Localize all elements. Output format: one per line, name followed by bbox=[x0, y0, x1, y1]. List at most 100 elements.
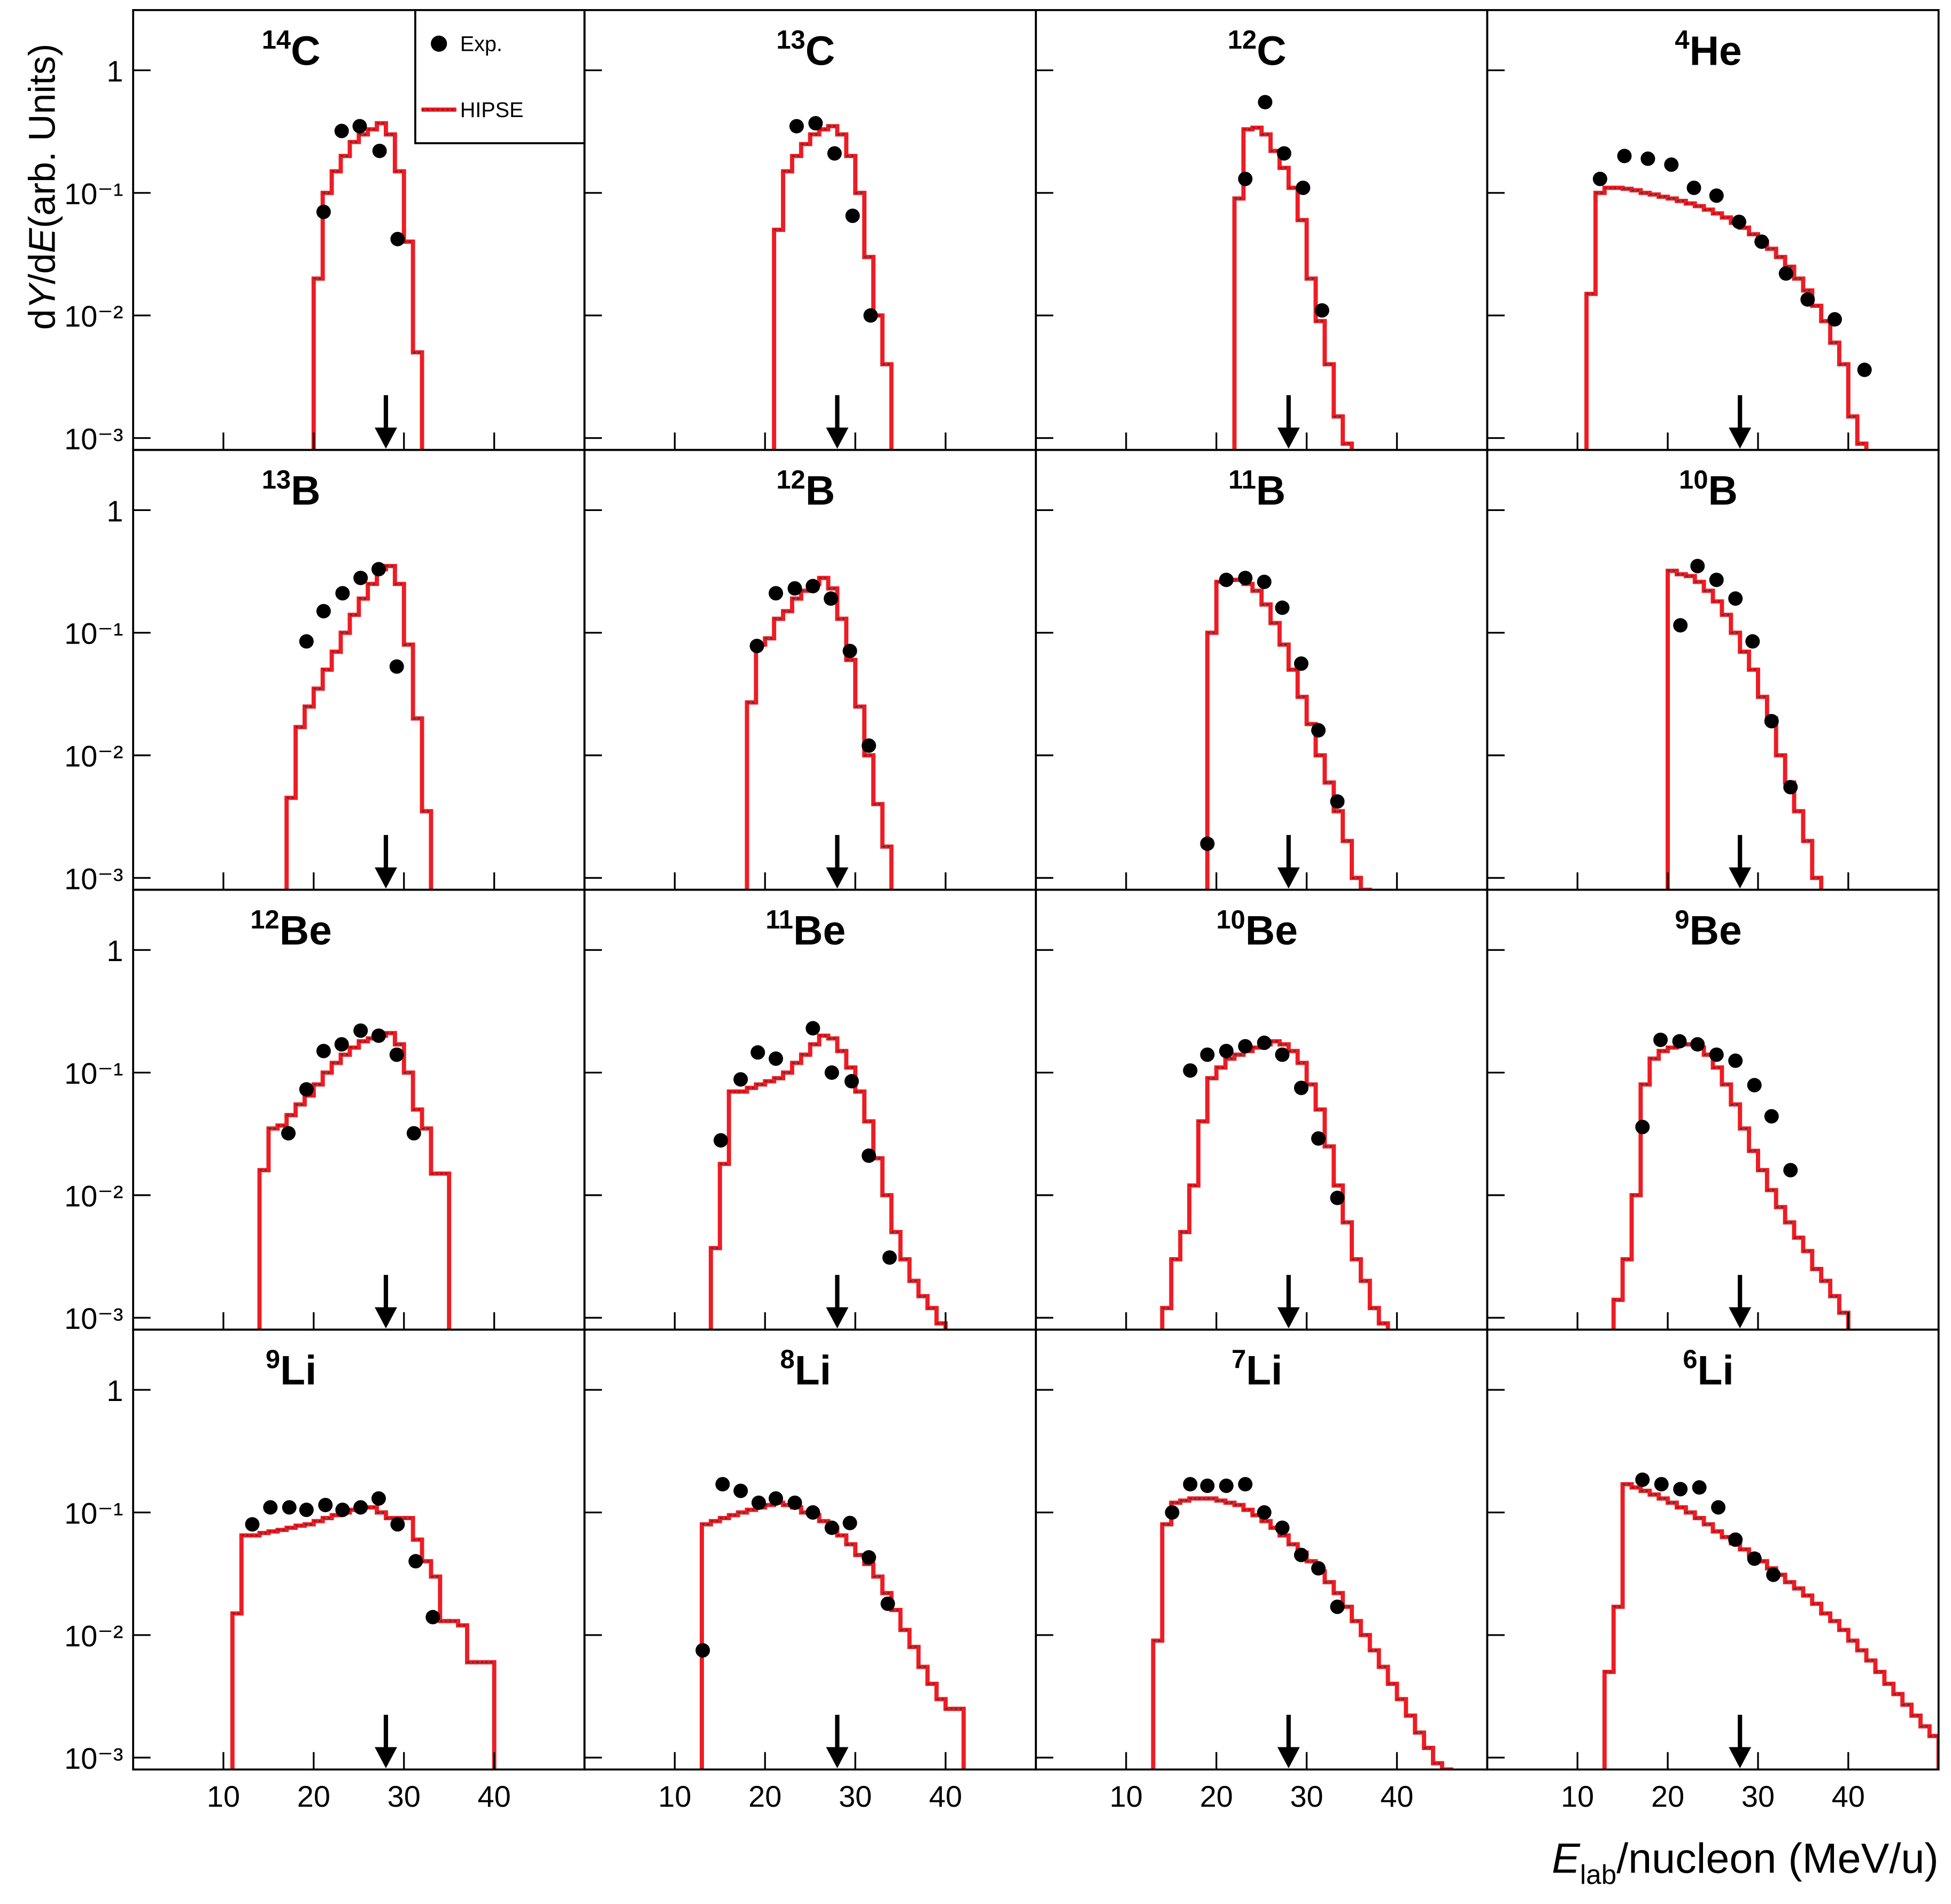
x-tick-label: 40 bbox=[478, 1779, 511, 1813]
exp-point bbox=[1711, 1500, 1726, 1515]
exp-point bbox=[371, 1491, 386, 1506]
arrow-head bbox=[1729, 867, 1752, 889]
isotope-mass: 8 bbox=[780, 1345, 795, 1374]
exp-point bbox=[1219, 572, 1234, 587]
exp-point bbox=[733, 1483, 748, 1498]
exp-point bbox=[1664, 157, 1679, 172]
x-label-part: lab bbox=[1580, 1860, 1616, 1890]
exp-point bbox=[806, 1505, 820, 1520]
exp-point bbox=[1709, 188, 1724, 203]
isotope-symbol: C bbox=[1257, 28, 1286, 74]
y-tick-label: 10⁻² bbox=[64, 1619, 123, 1653]
exp-point bbox=[827, 146, 842, 161]
isotope-mass: 12 bbox=[1228, 26, 1257, 55]
panel-frame bbox=[583, 1328, 1037, 1771]
panel-title: 11Be bbox=[765, 905, 846, 954]
exp-point bbox=[1828, 312, 1842, 327]
exp-point bbox=[733, 1072, 748, 1087]
y-tick-label: 10⁻³ bbox=[64, 1742, 123, 1775]
exp-point bbox=[1673, 618, 1688, 633]
isotope-symbol: Be bbox=[1245, 908, 1298, 954]
isotope-symbol: C bbox=[806, 28, 835, 74]
exp-point bbox=[1183, 1477, 1198, 1492]
x-axis-label: Elab/nucleon (MeV/u) bbox=[1552, 1835, 1939, 1890]
exp-point bbox=[425, 1609, 440, 1624]
isotope-symbol: B bbox=[806, 468, 835, 514]
exp-point bbox=[389, 659, 404, 674]
panel-plot-area bbox=[284, 562, 433, 890]
isotope-mass: 10 bbox=[1679, 466, 1708, 494]
isotope-mass: 10 bbox=[1216, 905, 1245, 934]
panel-title: 10Be bbox=[1216, 905, 1298, 954]
x-tick-label: 10 bbox=[1561, 1779, 1594, 1813]
isotope-mass: 9 bbox=[1675, 905, 1689, 934]
x-tick-label: 30 bbox=[1290, 1779, 1323, 1813]
exp-point bbox=[1200, 836, 1215, 851]
exp-point bbox=[808, 116, 823, 131]
panel-title: 6Li bbox=[1683, 1345, 1733, 1394]
exp-point bbox=[1690, 1037, 1705, 1052]
y-tick-label: 10⁻³ bbox=[64, 422, 123, 455]
panel-frame bbox=[1035, 888, 1489, 1331]
x-tick-label: 10 bbox=[1110, 1779, 1143, 1813]
exp-point bbox=[824, 591, 839, 606]
panel-frame bbox=[1486, 888, 1940, 1331]
exp-point bbox=[334, 123, 349, 138]
isotope-symbol: He bbox=[1690, 28, 1742, 74]
panel-title: 9Be bbox=[1675, 905, 1741, 954]
panel-title: 12Be bbox=[250, 905, 332, 954]
exp-point bbox=[353, 1023, 368, 1038]
exp-point bbox=[334, 1037, 349, 1052]
y-axis-label: dY/dE(arb. Units) bbox=[21, 44, 63, 330]
exp-point bbox=[749, 638, 764, 653]
arrow-head bbox=[374, 427, 397, 449]
panel-title: 14C bbox=[262, 26, 321, 74]
y-tick-label: 10⁻¹ bbox=[64, 1057, 123, 1090]
exp-point bbox=[390, 1517, 405, 1532]
exp-point bbox=[1653, 1032, 1668, 1047]
exp-point bbox=[1654, 1477, 1669, 1492]
x-tick-label: 20 bbox=[748, 1779, 781, 1813]
panel-title: 11B bbox=[1228, 466, 1286, 514]
exp-point bbox=[769, 1491, 784, 1506]
panel-plot-area bbox=[745, 576, 894, 890]
panel-title: 13B bbox=[262, 466, 321, 514]
exp-point bbox=[695, 1643, 710, 1658]
exp-point bbox=[1783, 1163, 1798, 1178]
panel-title: 12B bbox=[776, 466, 835, 514]
isotope-mass: 6 bbox=[1683, 1345, 1697, 1374]
exp-point bbox=[1728, 1532, 1743, 1547]
arrow-head bbox=[1277, 427, 1300, 449]
exp-point bbox=[1294, 1080, 1309, 1095]
y-tick-label: 10⁻³ bbox=[64, 862, 123, 895]
arrow-head bbox=[826, 1747, 849, 1769]
x-tick-label: 10 bbox=[658, 1779, 691, 1813]
isotope-symbol: Li bbox=[795, 1348, 831, 1394]
exp-point bbox=[1311, 1561, 1326, 1576]
exp-point bbox=[1686, 180, 1701, 195]
exp-point bbox=[335, 1503, 350, 1518]
isotope-symbol: C bbox=[291, 28, 320, 74]
exp-point bbox=[1690, 559, 1705, 574]
exp-point bbox=[1766, 1567, 1781, 1582]
panel-title: 8Li bbox=[780, 1345, 831, 1394]
exp-point bbox=[1640, 151, 1655, 166]
exp-point bbox=[1219, 1479, 1234, 1493]
exp-point bbox=[1745, 634, 1760, 649]
y-tick-label: 10⁻² bbox=[64, 299, 123, 333]
arrow-head bbox=[1277, 1747, 1300, 1769]
y-tick-label: 10⁻¹ bbox=[64, 1496, 123, 1530]
arrow-head bbox=[1729, 1307, 1752, 1329]
exp-point bbox=[1258, 95, 1273, 110]
isotope-symbol: B bbox=[291, 468, 320, 514]
exp-point bbox=[750, 1045, 765, 1060]
exp-point bbox=[1311, 723, 1326, 738]
exp-point bbox=[1673, 1482, 1688, 1497]
panel-plot-area bbox=[1611, 1032, 1851, 1330]
panel-title: 13C bbox=[776, 26, 835, 74]
exp-point bbox=[372, 143, 387, 158]
arrow-head bbox=[826, 427, 849, 449]
isotope-mass: 7 bbox=[1232, 1345, 1246, 1374]
exp-point bbox=[880, 1596, 895, 1611]
exp-point bbox=[1592, 172, 1607, 187]
